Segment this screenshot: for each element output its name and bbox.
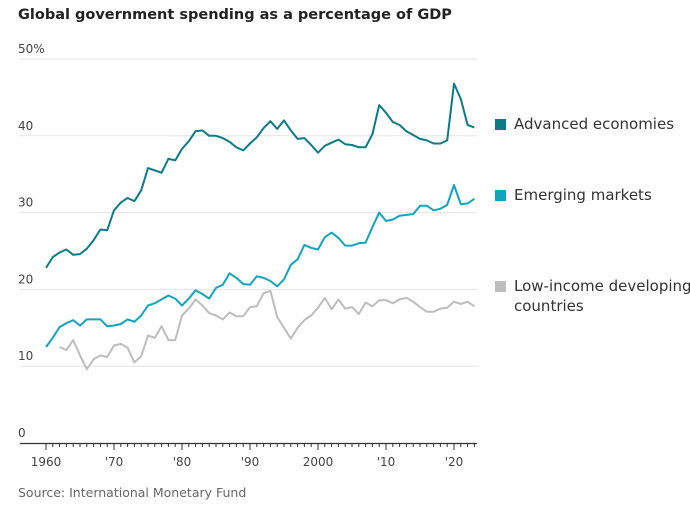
legend-label: Low-income developing countries (514, 277, 690, 315)
x-tick-label: '20 (445, 455, 464, 469)
y-tick-label: 50% (18, 42, 45, 56)
legend-label: Advanced economies (514, 115, 675, 133)
legend-swatch (495, 119, 506, 130)
series-line-emerging-markets (45, 184, 475, 348)
legend-item-emerging: Emerging markets (495, 185, 690, 205)
x-tick-label: 2000 (303, 455, 334, 469)
legend-swatch (495, 190, 506, 201)
series-line-advanced-economies (45, 82, 475, 269)
legend-swatch (495, 281, 506, 292)
y-tick-label: 0 (18, 426, 26, 440)
x-tick-label: '90 (241, 455, 260, 469)
chart-title: Global government spending as a percenta… (18, 7, 452, 23)
x-tick-label: '80 (173, 455, 192, 469)
y-tick-label: 20 (18, 272, 33, 286)
x-tick-label: '70 (105, 455, 124, 469)
legend-item-advanced: Advanced economies (495, 114, 690, 134)
y-tick-label: 10 (18, 349, 33, 363)
legend-label: Emerging markets (514, 186, 652, 204)
legend-item-low-income: Low-income developing countries (495, 276, 690, 316)
source-note: Source: International Monetary Fund (18, 485, 247, 500)
y-tick-label: 30 (18, 196, 33, 210)
x-tick-label: '10 (377, 455, 396, 469)
y-tick-label: 40 (18, 119, 33, 133)
series-line-low-income-developing-countries (59, 289, 475, 371)
x-tick-label: 1960 (31, 455, 62, 469)
